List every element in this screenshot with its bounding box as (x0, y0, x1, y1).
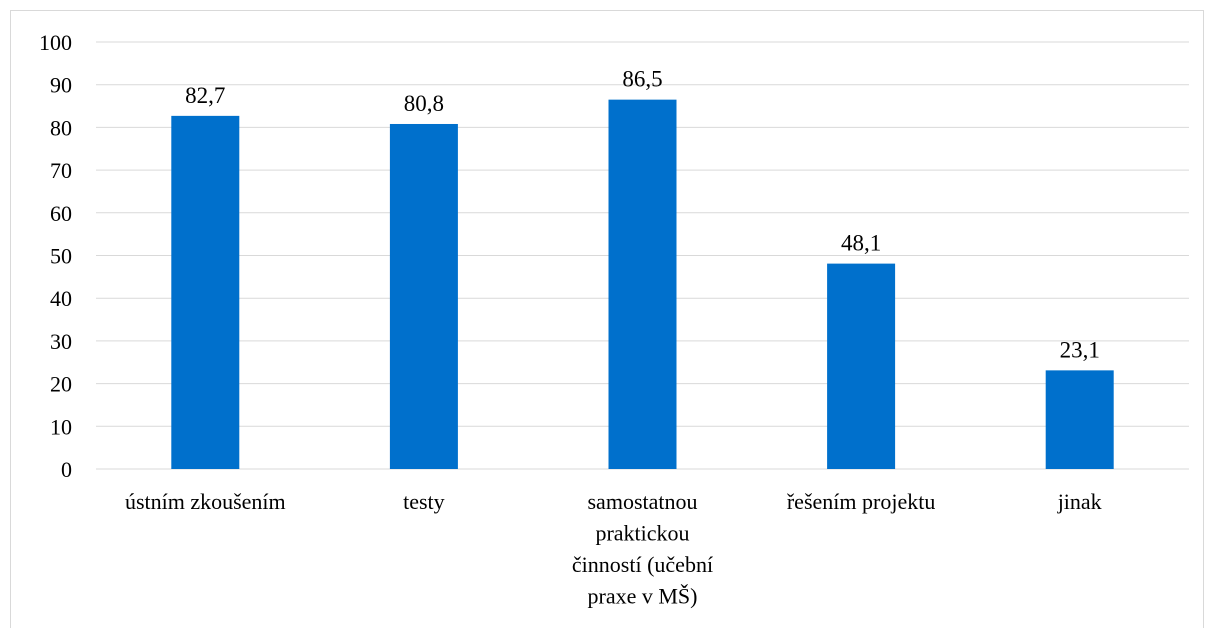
category-label: testy (403, 489, 445, 514)
chart-frame (10, 10, 1204, 628)
data-label: 48,1 (841, 231, 881, 256)
y-tick-label: 90 (50, 73, 72, 98)
y-tick-label: 80 (50, 115, 72, 140)
y-tick-label: 100 (39, 30, 72, 55)
bar (1045, 370, 1114, 469)
y-axis-ticks: 0 10 20 30 40 50 60 70 80 90 100 (39, 30, 72, 482)
data-label: 86,5 (622, 67, 662, 92)
y-tick-label: 50 (50, 244, 72, 269)
bar (608, 99, 677, 470)
y-tick-label: 60 (50, 201, 72, 226)
y-tick-label: 0 (61, 457, 72, 482)
y-tick-label: 30 (50, 329, 72, 354)
data-label: 82,7 (185, 83, 225, 108)
y-tick-label: 20 (50, 372, 72, 397)
bar (827, 263, 896, 469)
y-tick-label: 40 (50, 286, 72, 311)
category-label: ústním zkoušením (125, 489, 286, 514)
bars (171, 99, 1114, 470)
category-label: samostatnou praktickou činností (učební pra… (572, 489, 713, 609)
bar (389, 123, 458, 469)
data-label: 80,8 (404, 91, 444, 116)
data-label: 23,1 (1060, 337, 1100, 362)
y-tick-label: 10 (50, 414, 72, 439)
category-label: jinak (1057, 489, 1102, 514)
category-label: řešením projektu (787, 489, 935, 514)
bar (171, 115, 240, 469)
category-labels: ústním zkoušením testy samostatnou praktick… (125, 489, 1102, 609)
y-tick-label: 70 (50, 158, 72, 183)
data-labels: 82,7 80,8 86,5 48,1 23,1 (185, 67, 1100, 363)
